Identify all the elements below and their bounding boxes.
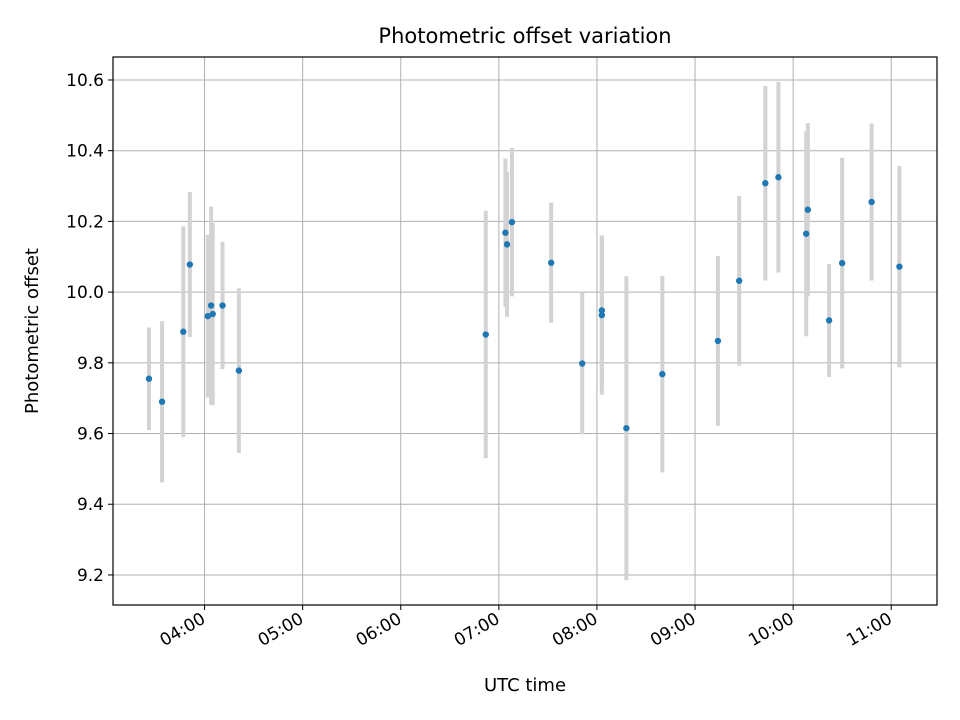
x-tick-label: 09:00 [647,609,699,651]
data-point [804,206,812,213]
data-point [762,180,769,187]
data-point [868,198,875,206]
x-tick-label: 11:00 [843,609,895,651]
data-point [503,241,511,248]
y-tick-label: 9.8 [77,354,104,374]
data-point [825,317,833,324]
data-point [482,331,489,338]
x-tick-label: 06:00 [353,609,405,651]
data-point [207,302,215,309]
data-point [735,277,743,284]
chart-title: Photometric offset variation [378,24,671,48]
grid [113,57,937,605]
error-bars [146,81,902,581]
y-tick-label: 9.2 [77,566,104,586]
x-tick-label: 05:00 [255,609,307,651]
data-point [508,218,516,226]
x-tick-label: 10:00 [745,609,797,651]
data-point [180,328,187,335]
data-points [145,174,903,432]
data-point [896,263,903,270]
x-tick-label: 07:00 [451,609,503,651]
plot-frame [112,56,938,606]
data-point [158,398,166,405]
y-tick-label: 9.6 [77,425,104,445]
data-point [235,367,243,374]
data-point [598,307,606,314]
x-axis-ticks: 04:00 05:00 06:00 07:00 08:00 09:00 10:00 11:00 [157,605,896,651]
y-tick-label: 10.0 [66,283,104,303]
data-point [775,174,782,181]
x-axis-label: UTC time [484,675,566,696]
data-point [502,229,509,236]
data-point [547,259,555,266]
data-point [838,259,846,267]
data-point [714,337,722,345]
data-point [579,360,586,367]
data-point [598,311,606,319]
data-point [186,261,194,268]
x-tick-label: 08:00 [549,609,601,651]
y-axis-ticks: 9.2 9.4 9.6 9.8 10.0 10.2 10.4 10.6 [66,71,113,586]
y-tick-label: 9.4 [77,495,104,515]
data-point [209,310,216,318]
y-axis-label: Photometric offset [22,248,43,414]
data-point [219,302,226,309]
y-tick-label: 10.6 [66,71,104,91]
data-point [659,370,666,378]
data-point [803,230,810,237]
x-tick-label: 04:00 [157,609,209,651]
data-point [623,425,630,432]
y-tick-label: 10.4 [66,142,104,162]
y-tick-label: 10.2 [66,212,104,232]
data-point [145,375,153,382]
data-point [204,312,212,320]
